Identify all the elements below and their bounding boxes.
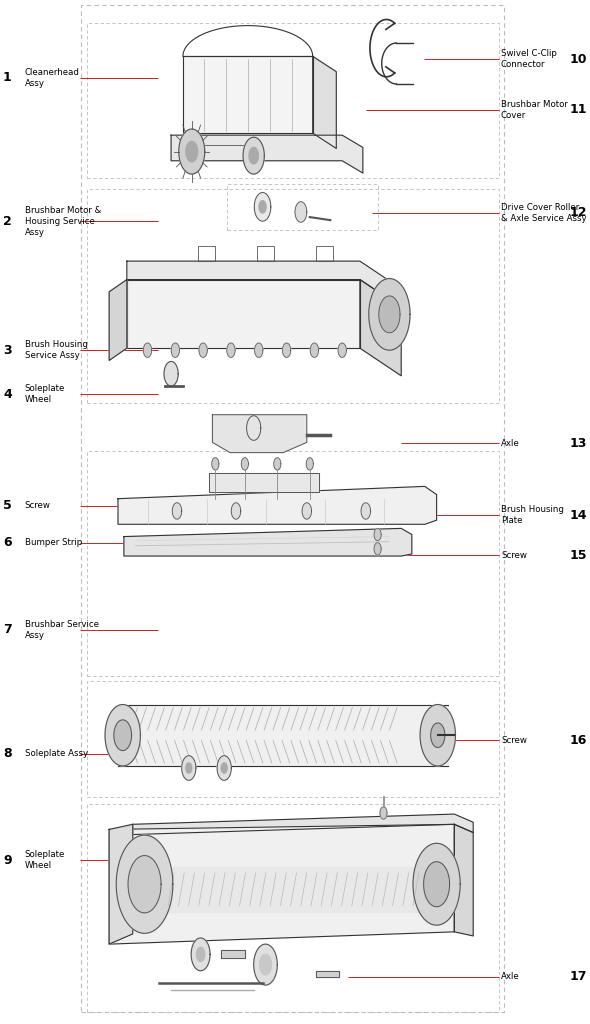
Text: Bumper Strip: Bumper Strip [25, 539, 82, 547]
Polygon shape [171, 135, 363, 173]
Text: 14: 14 [569, 509, 587, 521]
Polygon shape [118, 486, 437, 524]
Polygon shape [424, 862, 450, 906]
Polygon shape [209, 473, 319, 492]
Text: 6: 6 [3, 537, 12, 549]
Text: 10: 10 [569, 53, 587, 66]
Polygon shape [171, 343, 179, 357]
Polygon shape [221, 950, 245, 958]
Polygon shape [231, 503, 241, 519]
Text: Axle: Axle [501, 973, 520, 981]
Polygon shape [114, 720, 132, 751]
Polygon shape [227, 343, 235, 357]
Polygon shape [254, 944, 277, 985]
Polygon shape [133, 814, 473, 835]
Text: Brushbar Motor
Cover: Brushbar Motor Cover [501, 99, 568, 120]
Text: Screw: Screw [501, 736, 527, 744]
Text: 9: 9 [3, 854, 12, 866]
Polygon shape [431, 723, 445, 748]
Polygon shape [274, 458, 281, 470]
Polygon shape [255, 343, 263, 357]
Polygon shape [254, 193, 271, 221]
Polygon shape [127, 261, 401, 307]
Text: 2: 2 [3, 215, 12, 227]
Text: 12: 12 [569, 207, 587, 219]
Text: Soleplate
Wheel: Soleplate Wheel [25, 850, 65, 870]
Polygon shape [374, 528, 381, 541]
Polygon shape [179, 129, 205, 174]
Text: 7: 7 [3, 624, 12, 636]
Text: Brushbar Service
Assy: Brushbar Service Assy [25, 620, 99, 640]
Polygon shape [306, 458, 313, 470]
Polygon shape [302, 503, 312, 519]
Polygon shape [369, 279, 410, 350]
Polygon shape [413, 844, 460, 925]
Polygon shape [128, 856, 161, 912]
Polygon shape [454, 824, 473, 936]
Polygon shape [199, 343, 207, 357]
Polygon shape [241, 458, 248, 470]
Polygon shape [109, 824, 133, 944]
Polygon shape [283, 343, 291, 357]
Polygon shape [310, 343, 319, 357]
Text: Axle: Axle [501, 439, 520, 447]
Text: Cleanerhead
Assy: Cleanerhead Assy [25, 68, 80, 88]
Text: 8: 8 [3, 748, 12, 760]
Text: 13: 13 [570, 437, 587, 450]
Text: 5: 5 [3, 500, 12, 512]
Polygon shape [360, 280, 401, 376]
Text: 4: 4 [3, 388, 12, 400]
Text: Brushbar Motor &
Housing Service
Assy: Brushbar Motor & Housing Service Assy [25, 206, 101, 237]
Polygon shape [186, 141, 198, 162]
Polygon shape [191, 938, 210, 971]
Polygon shape [109, 280, 127, 360]
Polygon shape [420, 705, 455, 766]
Polygon shape [361, 503, 371, 519]
Polygon shape [143, 343, 152, 357]
Polygon shape [217, 756, 231, 780]
Polygon shape [183, 56, 313, 133]
Polygon shape [374, 543, 381, 555]
Text: 11: 11 [569, 103, 587, 116]
Polygon shape [247, 416, 261, 440]
Text: Drive Cover Roller
& Axle Service Assy: Drive Cover Roller & Axle Service Assy [501, 203, 586, 223]
Text: Soleplate
Wheel: Soleplate Wheel [25, 384, 65, 404]
Polygon shape [221, 763, 227, 773]
Text: Screw: Screw [501, 551, 527, 559]
Polygon shape [316, 971, 339, 977]
Text: 17: 17 [569, 971, 587, 983]
Text: Soleplate Assy: Soleplate Assy [25, 750, 88, 758]
Text: 16: 16 [570, 734, 587, 746]
Polygon shape [338, 343, 346, 357]
Polygon shape [380, 807, 387, 819]
Polygon shape [212, 458, 219, 470]
Polygon shape [162, 866, 425, 911]
Text: 15: 15 [569, 549, 587, 561]
Text: Brush Housing
Service Assy: Brush Housing Service Assy [25, 340, 88, 360]
Text: Screw: Screw [25, 502, 51, 510]
Polygon shape [182, 756, 196, 780]
Polygon shape [172, 503, 182, 519]
Polygon shape [127, 280, 360, 348]
Polygon shape [379, 296, 400, 333]
Polygon shape [259, 201, 266, 213]
Polygon shape [105, 705, 140, 766]
Polygon shape [260, 954, 271, 975]
Text: Brush Housing
Plate: Brush Housing Plate [501, 505, 564, 525]
Polygon shape [164, 361, 178, 386]
Polygon shape [212, 415, 307, 453]
Polygon shape [313, 56, 336, 148]
Polygon shape [196, 947, 205, 962]
Polygon shape [243, 137, 264, 174]
Polygon shape [116, 836, 173, 933]
Polygon shape [124, 528, 412, 556]
Polygon shape [186, 763, 192, 773]
Polygon shape [118, 705, 448, 766]
Polygon shape [109, 824, 454, 944]
Text: 3: 3 [3, 344, 12, 356]
Polygon shape [295, 202, 307, 222]
Text: 1: 1 [3, 72, 12, 84]
Text: Swivel C-Clip
Connector: Swivel C-Clip Connector [501, 49, 557, 70]
Polygon shape [249, 147, 258, 164]
